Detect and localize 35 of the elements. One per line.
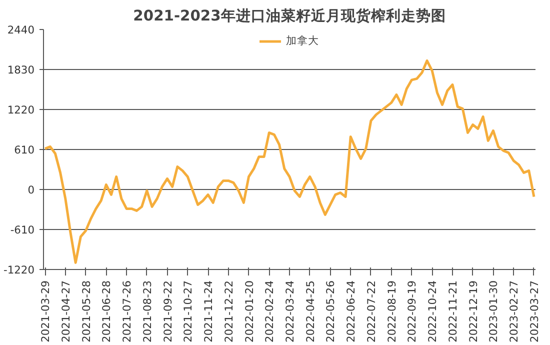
y-tick-label: 0 [28,184,35,196]
x-tick-label: 2022-12-19 [466,280,480,342]
x-tick-label: 2022-11-21 [446,280,460,342]
chart-title: 2021-2023年进口油菜籽近月现货榨利走势图 [133,8,446,24]
x-tick-label: 2021-11-24 [202,280,216,342]
y-tick-label: -1220 [4,264,35,276]
x-tick-label: 2022-02-24 [263,280,276,342]
x-tick-label: 2022-03-24 [284,280,296,342]
y-tick-label: 1220 [7,104,35,116]
x-tick-label: 2021-08-23 [140,280,154,342]
x-tick-label: 2021-10-27 [182,280,195,342]
y-tick-label: 1830 [7,64,35,76]
x-tick-label: 2021-12-22 [222,280,236,342]
x-tick-label: 2022-07-22 [364,280,378,342]
x-tick-label: 2023-01-30 [487,280,500,342]
x-tick-label: 2022-01-20 [242,280,256,342]
x-tick-label: 2021-05-28 [80,280,93,342]
x-tick-label: 2021-04-27 [59,280,72,342]
x-tick-label: 2021-09-22 [161,280,174,342]
x-tick-label: 2021-07-26 [120,280,134,342]
x-tick-label: 2021-03-29 [39,280,52,342]
y-tick-label: 2440 [7,24,35,36]
y-tick-label: 610 [14,144,35,156]
x-tick-label: 2021-06-28 [100,280,114,342]
y-tick-label: -610 [10,224,35,236]
x-tick-label: 2022-10-24 [426,280,440,342]
x-tick-label: 2022-05-26 [324,280,338,342]
x-tick-label: 2022-06-24 [344,280,358,342]
legend-label: 加拿大 [286,34,319,48]
x-tick-label: 2022-08-19 [385,280,398,342]
x-tick-label: 2023-02-27 [508,280,521,342]
line-series [44,59,536,264]
x-tick-label: 2023-03-27 [528,280,541,342]
x-tick-label: 2022-04-25 [304,280,317,342]
x-tick-label: 2022-09-19 [406,280,419,342]
